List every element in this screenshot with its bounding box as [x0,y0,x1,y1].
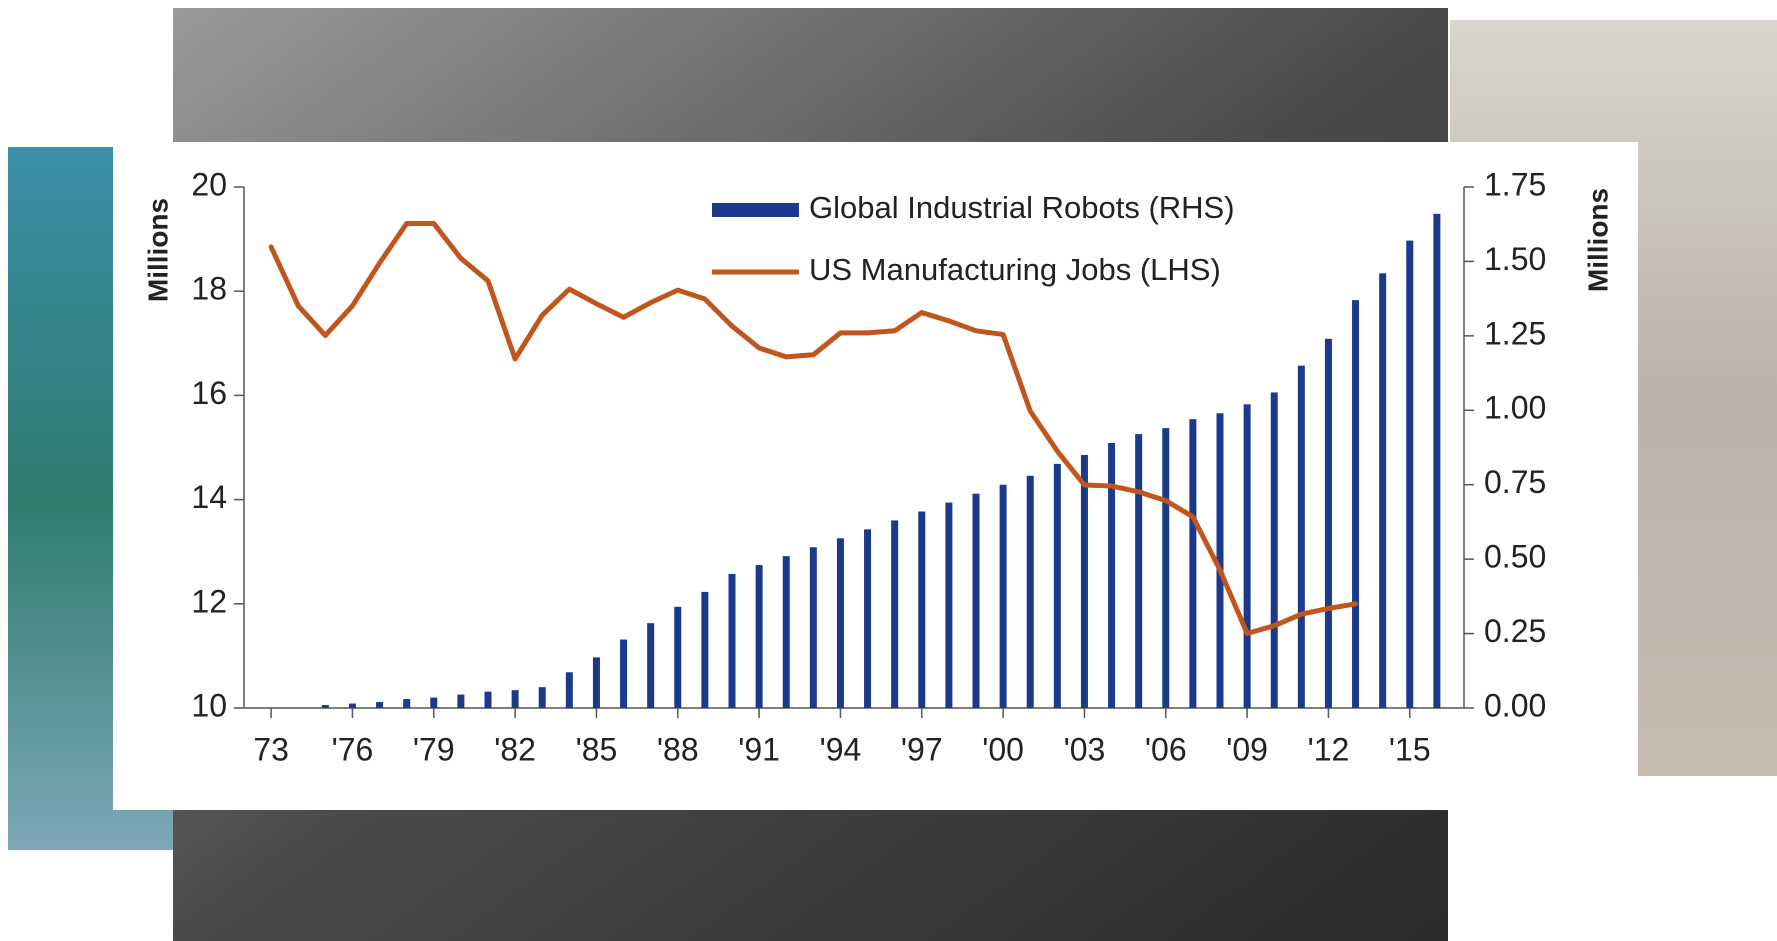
y-tick-label: 10 [191,687,227,723]
bar [756,565,763,708]
bar [457,695,464,708]
bar [1108,443,1115,708]
bar [1244,404,1251,708]
bar [485,692,492,708]
bar [1298,366,1305,708]
y2-tick-label: 1.75 [1484,166,1546,202]
y2-tick-label: 0.75 [1484,464,1546,500]
bar [1271,392,1278,708]
y-tick-label: 20 [191,166,227,202]
bar [1081,455,1088,708]
y2-axis-title: Millions [1582,188,1613,292]
bar [1162,428,1169,708]
x-tick-label: '97 [901,731,943,767]
bar [376,702,383,708]
bar [539,687,546,708]
bar [918,512,925,708]
y-tick-label: 14 [191,479,227,515]
bar [1135,434,1142,708]
x-tick-label: '82 [494,731,536,767]
x-tick-label: '09 [1226,731,1268,767]
bar [701,592,708,708]
bar [1325,339,1332,708]
screenshot: Millions Millions 10 12 14 16 18 20 0.00 0.25 0.… [0,0,1777,941]
bar [1000,485,1007,708]
bar [864,529,871,708]
bar [1054,464,1061,708]
bar [729,574,736,708]
legend-label: Global Industrial Robots (RHS) [809,190,1235,225]
bar [512,690,519,708]
bar [1027,476,1034,708]
y2-tick-label: 0.25 [1484,613,1546,649]
x-tick-label: '06 [1145,731,1187,767]
x-tick-label: '91 [738,731,780,767]
y2-tick-label: 1.25 [1484,315,1546,351]
bar [593,657,600,708]
bar [1379,273,1386,708]
bar [1189,419,1196,708]
x-tick-label: '12 [1308,731,1350,767]
bar [837,538,844,708]
x-tick-label: '88 [657,731,699,767]
bar [349,704,356,708]
bar [647,623,654,708]
y-axis-title: Millions [142,198,173,302]
x-tick-label: '76 [332,731,374,767]
x-tick-label: '03 [1064,731,1106,767]
page: {"chart_data": {"type": "bar-line", "x":… [0,0,1777,941]
y2-tick-label: 0.50 [1484,539,1546,575]
bar [1433,214,1440,708]
bar [1352,300,1359,708]
x-tick-label: '00 [982,731,1024,767]
x-tick-label: '15 [1389,731,1431,767]
x-tick-label: '85 [576,731,618,767]
bar [620,640,627,708]
bar [430,698,437,708]
bar [945,503,952,708]
bar [322,705,329,708]
bar [810,547,817,708]
bar [891,520,898,708]
bar [674,607,681,708]
bar [973,494,980,708]
legend-label: US Manufacturing Jobs (LHS) [809,252,1221,287]
x-tick-label: '94 [820,731,862,767]
bar [1406,241,1413,708]
y-tick-label: 18 [191,271,227,307]
y2-tick-label: 1.00 [1484,390,1546,426]
bar [566,672,573,708]
bar [403,699,410,708]
y2-tick-label: 1.50 [1484,241,1546,277]
y-tick-label: 12 [191,583,227,619]
y2-tick-label: 0.00 [1484,687,1546,723]
x-tick-label: '79 [413,731,455,767]
y-tick-label: 16 [191,375,227,411]
legend-swatch [712,203,799,217]
bar [783,556,790,708]
x-tick-label: 73 [253,731,289,767]
